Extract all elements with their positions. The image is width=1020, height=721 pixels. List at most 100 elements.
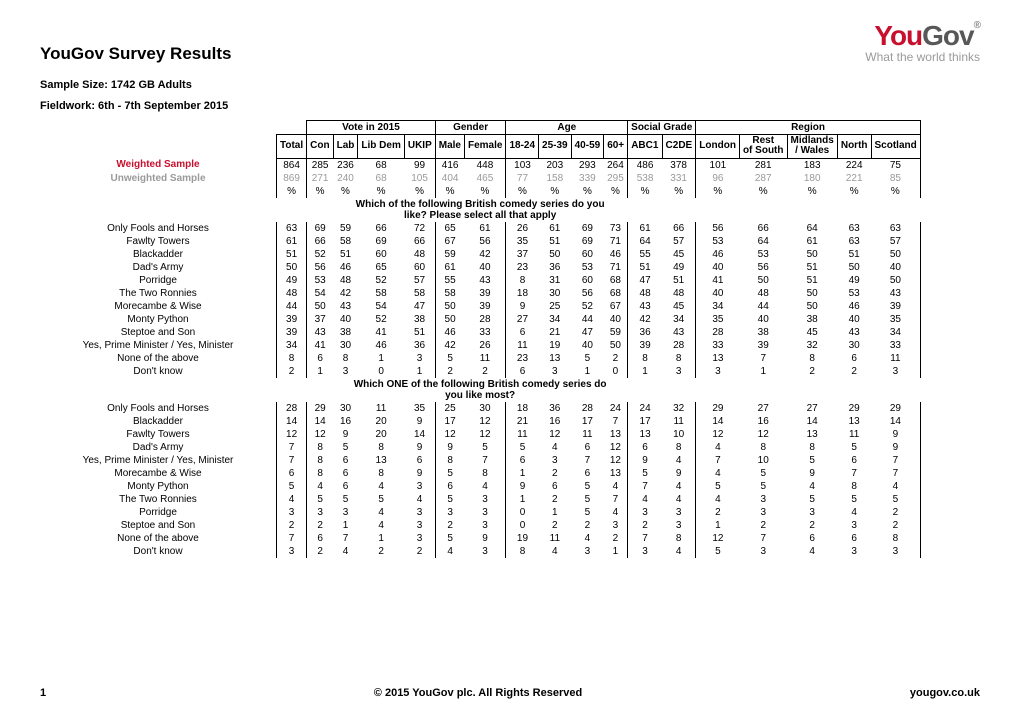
cell: 65	[435, 222, 464, 235]
cell: 38	[739, 326, 787, 339]
cell: 31	[539, 274, 572, 287]
cell: 4	[604, 480, 628, 493]
cell: 61	[787, 235, 837, 248]
cell: 3	[628, 506, 662, 519]
cell: 28	[696, 326, 740, 339]
cell: 7	[277, 532, 307, 545]
col-ukip: UKIP	[404, 134, 435, 158]
cell: 3	[307, 506, 333, 519]
cell: 44	[739, 300, 787, 313]
cell: %	[739, 185, 787, 198]
cell: 6	[506, 326, 539, 339]
cell: 12	[604, 441, 628, 454]
cell: 9	[871, 441, 920, 454]
cell: 10	[662, 428, 696, 441]
cell: 3	[628, 545, 662, 558]
cell: 46	[696, 248, 740, 261]
cell: 2	[837, 365, 871, 378]
cell: 66	[404, 235, 435, 248]
cell: %	[871, 185, 920, 198]
cell: 4	[571, 532, 604, 545]
row-label: Only Fools and Horses	[40, 402, 277, 415]
cell: 9	[871, 428, 920, 441]
cell: 9	[506, 300, 539, 313]
cell: 5	[571, 493, 604, 506]
cell: 66	[358, 222, 404, 235]
cell: 2	[739, 519, 787, 532]
cell: 293	[571, 158, 604, 172]
cell: 13	[787, 428, 837, 441]
cell: 59	[435, 248, 464, 261]
cell: 36	[628, 326, 662, 339]
cell: 2	[277, 365, 307, 378]
cell: 5	[837, 493, 871, 506]
cell: 40	[571, 339, 604, 352]
cell: 295	[604, 172, 628, 185]
cell: 8	[628, 352, 662, 365]
cell: 41	[696, 274, 740, 287]
cell: 53	[307, 274, 333, 287]
cell: 287	[739, 172, 787, 185]
cell: 52	[358, 313, 404, 326]
cell: 2	[464, 365, 505, 378]
row-label: The Two Ronnies	[40, 493, 277, 506]
cell: 56	[307, 261, 333, 274]
cell: 1	[696, 519, 740, 532]
cell: 224	[837, 158, 871, 172]
logo-gov: Gov	[922, 20, 973, 51]
cell: 5	[739, 467, 787, 480]
cell: 43	[307, 326, 333, 339]
cell: 2	[604, 352, 628, 365]
cell: 6	[837, 532, 871, 545]
cell: 25	[539, 300, 572, 313]
cell: 50	[871, 274, 920, 287]
row-label: Don't know	[40, 365, 277, 378]
cell: 11	[358, 402, 404, 415]
cell: 12	[435, 428, 464, 441]
cell: 2	[787, 365, 837, 378]
cell: 51	[628, 261, 662, 274]
cell: 18	[506, 402, 539, 415]
row-label: Steptoe and Son	[40, 519, 277, 532]
cell: 3	[404, 519, 435, 532]
cell: 66	[662, 222, 696, 235]
cell: 0	[506, 506, 539, 519]
cell: 49	[277, 274, 307, 287]
cell: %	[604, 185, 628, 198]
cell: 50	[739, 274, 787, 287]
cell: 38	[333, 326, 358, 339]
cell: 9	[404, 441, 435, 454]
cell: %	[837, 185, 871, 198]
cell: 236	[333, 158, 358, 172]
cell: 9	[628, 454, 662, 467]
cell: 34	[277, 339, 307, 352]
cell: 12	[464, 428, 505, 441]
cell: 43	[628, 300, 662, 313]
cell: 68	[604, 287, 628, 300]
column-header-row: TotalConLabLib DemUKIPMaleFemale18-2425-…	[40, 134, 920, 158]
cell: 8	[787, 441, 837, 454]
cell: 4	[662, 545, 696, 558]
cell: 3	[539, 454, 572, 467]
col-female: Female	[464, 134, 505, 158]
row-label: Fawlty Towers	[40, 235, 277, 248]
cell: 57	[871, 235, 920, 248]
col-male: Male	[435, 134, 464, 158]
row-label: Dad's Army	[40, 261, 277, 274]
cell: 28	[464, 313, 505, 326]
cell: 29	[696, 402, 740, 415]
col-18-24: 18-24	[506, 134, 539, 158]
cell: 5	[696, 545, 740, 558]
cell: 7	[696, 454, 740, 467]
cell: 17	[628, 415, 662, 428]
col-north: North	[837, 134, 871, 158]
cell: 34	[662, 313, 696, 326]
cell: 35	[404, 402, 435, 415]
cell: 60	[404, 261, 435, 274]
cell: 46	[604, 248, 628, 261]
cell: 59	[333, 222, 358, 235]
cell: 38	[404, 313, 435, 326]
cell: 16	[333, 415, 358, 428]
cell: 35	[506, 235, 539, 248]
cell: 53	[837, 287, 871, 300]
